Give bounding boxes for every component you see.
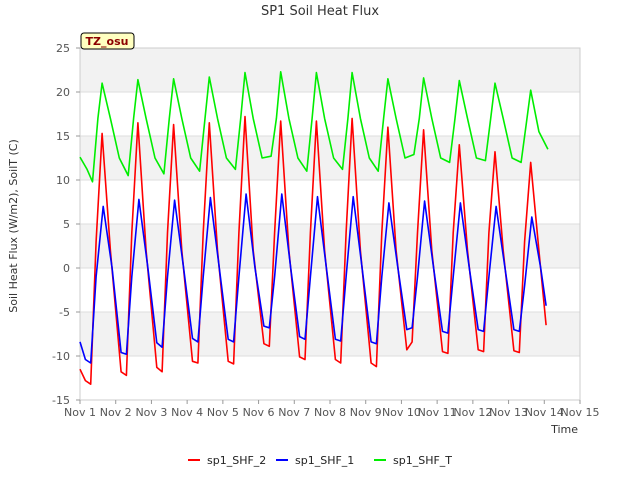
x-tick-label: Nov 1 [64,406,96,419]
plot-background-bands [80,48,580,400]
x-axis-ticks: Nov 1 Nov 2 Nov 3 Nov 4 Nov 5 Nov 6 Nov 7 Nov 8… [64,400,599,419]
x-tick-label: Nov 12 [453,406,492,419]
x-tick-label: Nov 3 [135,406,167,419]
y-tick-label: 20 [56,86,70,99]
x-tick-label: Nov 15 [561,406,600,419]
x-tick-label: Nov 8 [314,406,346,419]
legend-label: sp1_SHF_1 [295,454,354,467]
series-lines [79,71,549,385]
x-tick-label: Nov 13 [489,406,528,419]
x-tick-label: Nov 7 [278,406,310,419]
y-tick-label: 10 [56,174,70,187]
x-tick-label: Nov 4 [171,406,203,419]
plot-band [80,224,580,268]
y-tick-label: 5 [63,218,70,231]
series-line-sp1_SHF_1 [79,193,547,364]
x-tick-label: Nov 10 [382,406,421,419]
y-tick-label: 15 [56,130,70,143]
x-tick-label: Nov 14 [525,406,564,419]
tz-badge-label: TZ_osu [86,35,129,48]
x-axis-title: Time [550,423,578,436]
plot-band [80,356,580,400]
y-tick-label: 0 [63,262,70,275]
x-tick-label: Nov 11 [418,406,457,419]
legend-label: sp1_SHF_2 [207,454,266,467]
y-tick-label: -15 [52,394,70,407]
legend-label: sp1_SHF_T [393,454,452,467]
y-tick-label: -5 [59,306,70,319]
y-tick-label: -10 [52,350,70,363]
plot-band [80,92,580,136]
x-tick-label: Nov 2 [100,406,132,419]
chart-title: SP1 Soil Heat Flux [261,4,379,19]
x-tick-label: Nov 9 [350,406,382,419]
y-tick-label: 25 [56,42,70,55]
series-line-sp1_SHF_T [79,71,549,183]
y-axis-title: Soil Heat Flux (W/m2), SoilT (C) [7,139,20,312]
plot-band [80,48,580,92]
x-tick-label: Nov 6 [243,406,275,419]
y-axis-ticks: -15 -10 -5 0 5 10 15 20 25 [52,42,80,407]
legend: sp1_SHF_2 sp1_SHF_1 sp1_SHF_T [188,454,452,467]
x-tick-label: Nov 5 [207,406,239,419]
plot-band [80,180,580,224]
tz-badge: TZ_osu [80,32,135,50]
